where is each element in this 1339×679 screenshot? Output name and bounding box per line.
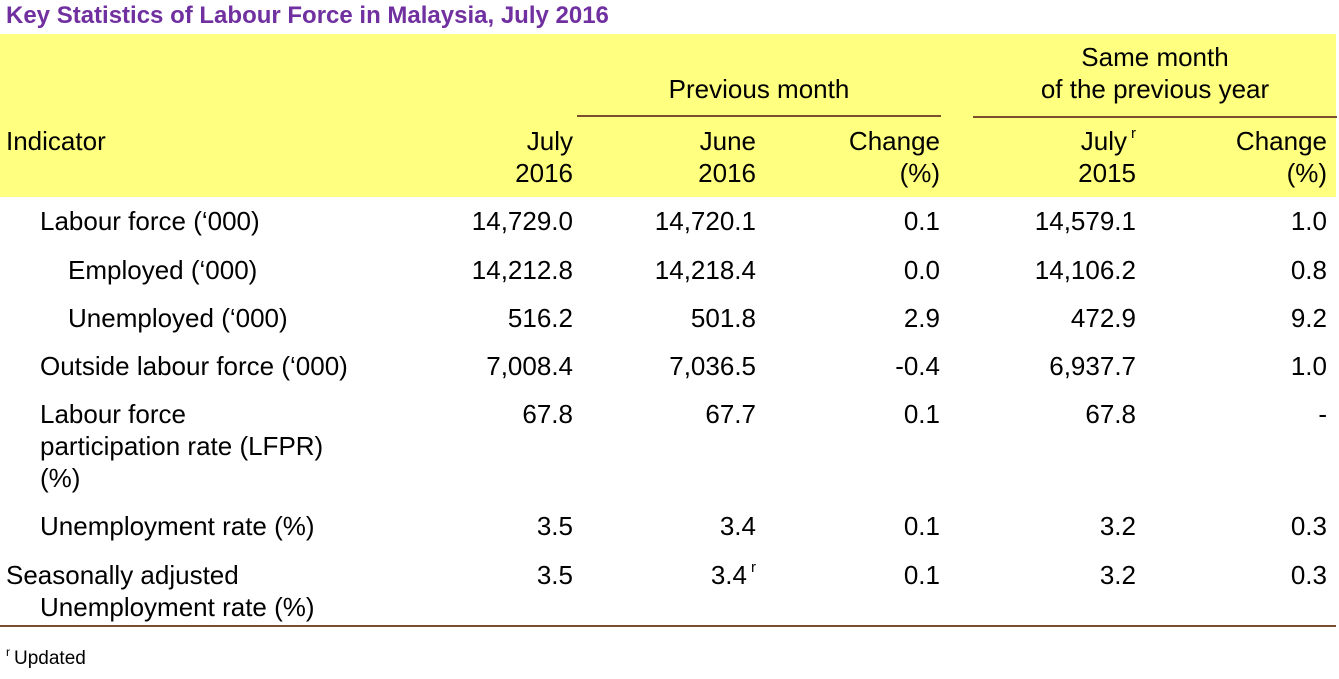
column-header-change-prev-month: Change	[848, 126, 940, 156]
footnote-mark: r	[6, 645, 10, 659]
column-header-july-2016-month: July	[526, 126, 573, 156]
column-header-june-2016-year: 2016	[698, 158, 756, 188]
table-cell: 1.0	[1290, 206, 1327, 236]
table-cell: 2.9	[903, 303, 940, 333]
column-header-change-prev-month-unit: (%)	[899, 158, 940, 188]
table-title: Key Statistics of Labour Force in Malays…	[6, 2, 609, 29]
column-header-july-2015-year: 2015	[1078, 158, 1136, 188]
row-label-unemployed: Unemployed (‘000)	[68, 303, 288, 333]
column-header-june-2016-month: June	[699, 126, 756, 156]
table-cell: 3.5	[536, 511, 573, 541]
footnote-text: Updated	[14, 648, 86, 669]
group-rule-previous-month	[577, 115, 941, 117]
table-cell: 67.8	[1085, 399, 1136, 429]
row-label-unemployment-rate: Unemployment rate (%)	[40, 511, 315, 541]
revised-superscript: r	[1131, 125, 1136, 142]
table-cell: 9.2	[1290, 303, 1327, 333]
table-cell: 7,008.4	[486, 351, 573, 381]
table-cell: 6,937.7	[1049, 351, 1136, 381]
table-cell: 14,729.0	[471, 206, 573, 236]
table-cell: 3.2	[1099, 511, 1136, 541]
row-label-lfpr-line3: (%)	[40, 463, 81, 493]
table-cell: 0.8	[1290, 255, 1327, 285]
table-cell: 0.1	[903, 560, 940, 590]
table-cell: 0.0	[903, 255, 940, 285]
row-label-seasonally-adjusted-line2: Unemployment rate (%)	[40, 592, 315, 622]
row-label-lfpr-line2: participation rate (LFPR)	[40, 431, 324, 461]
column-header-july-2015-month: July r	[1080, 125, 1136, 156]
table-cell: 14,106.2	[1034, 255, 1136, 285]
row-label-seasonally-adjusted-line1: Seasonally adjusted	[6, 560, 239, 590]
table-cell: -0.4	[895, 351, 940, 381]
column-header-change-prev-year: Change	[1235, 126, 1327, 156]
table-cell: 0.3	[1290, 560, 1327, 590]
table-cell: 0.1	[903, 399, 940, 429]
group-header-previous-month: Previous month	[668, 74, 850, 104]
table-cell: 14,212.8	[471, 255, 573, 285]
table-cell: 7,036.5	[669, 351, 756, 381]
column-header-indicator: Indicator	[6, 126, 106, 156]
column-header-change-prev-year-unit: (%)	[1286, 158, 1327, 188]
table-cell: 14,218.4	[654, 255, 756, 285]
table-bottom-rule	[0, 625, 1336, 627]
revised-superscript: r	[751, 559, 756, 576]
group-header-same-month-line2: of the previous year	[1040, 74, 1270, 104]
table-cell: 14,579.1	[1034, 206, 1136, 236]
group-header-same-month-line1: Same month	[1081, 42, 1229, 72]
table-cell: 3.4 r	[710, 559, 756, 590]
row-label-employed: Employed (‘000)	[68, 255, 258, 285]
column-header-july-2016-year: 2016	[515, 158, 573, 188]
table-cell: 67.8	[522, 399, 573, 429]
table-cell: 472.9	[1070, 303, 1136, 333]
table-cell: 14,720.1	[654, 206, 756, 236]
row-label-outside-labour-force: Outside labour force (‘000)	[40, 351, 348, 381]
table-cell: 516.2	[507, 303, 573, 333]
table-cell: 3.2	[1099, 560, 1136, 590]
table-cell: 501.8	[690, 303, 756, 333]
table-cell: 3.4	[719, 511, 756, 541]
table-cell: -	[1318, 399, 1327, 429]
group-rule-same-month	[973, 116, 1337, 118]
table-cell: 0.1	[903, 206, 940, 236]
row-label-labour-force: Labour force (‘000)	[40, 206, 260, 236]
table-cell: 67.7	[705, 399, 756, 429]
table-cell: 1.0	[1290, 351, 1327, 381]
table-cell: 3.5	[536, 560, 573, 590]
table-cell: 0.3	[1290, 511, 1327, 541]
row-label-lfpr-line1: Labour force	[40, 399, 186, 429]
table-cell: 0.1	[903, 511, 940, 541]
footnote: r Updated	[6, 645, 86, 670]
